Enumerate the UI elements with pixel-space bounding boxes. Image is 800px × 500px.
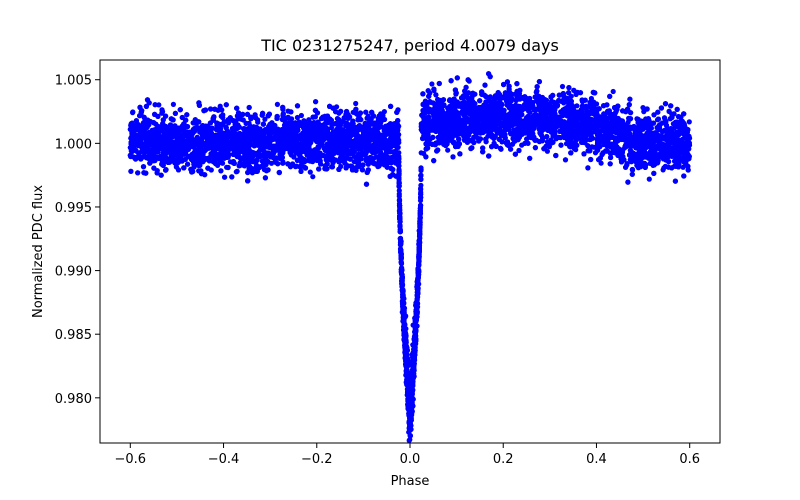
data-point [156,102,162,108]
data-point [686,119,692,125]
scatter-points [127,71,693,444]
data-point [274,101,280,107]
data-point [445,147,451,153]
data-point [640,105,646,111]
data-point [646,176,652,182]
chart-title: TIC 0231275247, period 4.0079 days [260,36,559,55]
data-point [170,101,176,107]
data-point [310,174,316,180]
data-point [262,116,268,122]
data-point [610,88,616,95]
data-point [298,112,304,119]
data-point [680,164,686,170]
data-point [307,169,313,175]
data-point [429,81,435,87]
data-point [559,83,566,90]
data-point [353,100,359,107]
data-point [294,114,300,121]
data-point [262,175,268,181]
data-point [130,109,136,115]
